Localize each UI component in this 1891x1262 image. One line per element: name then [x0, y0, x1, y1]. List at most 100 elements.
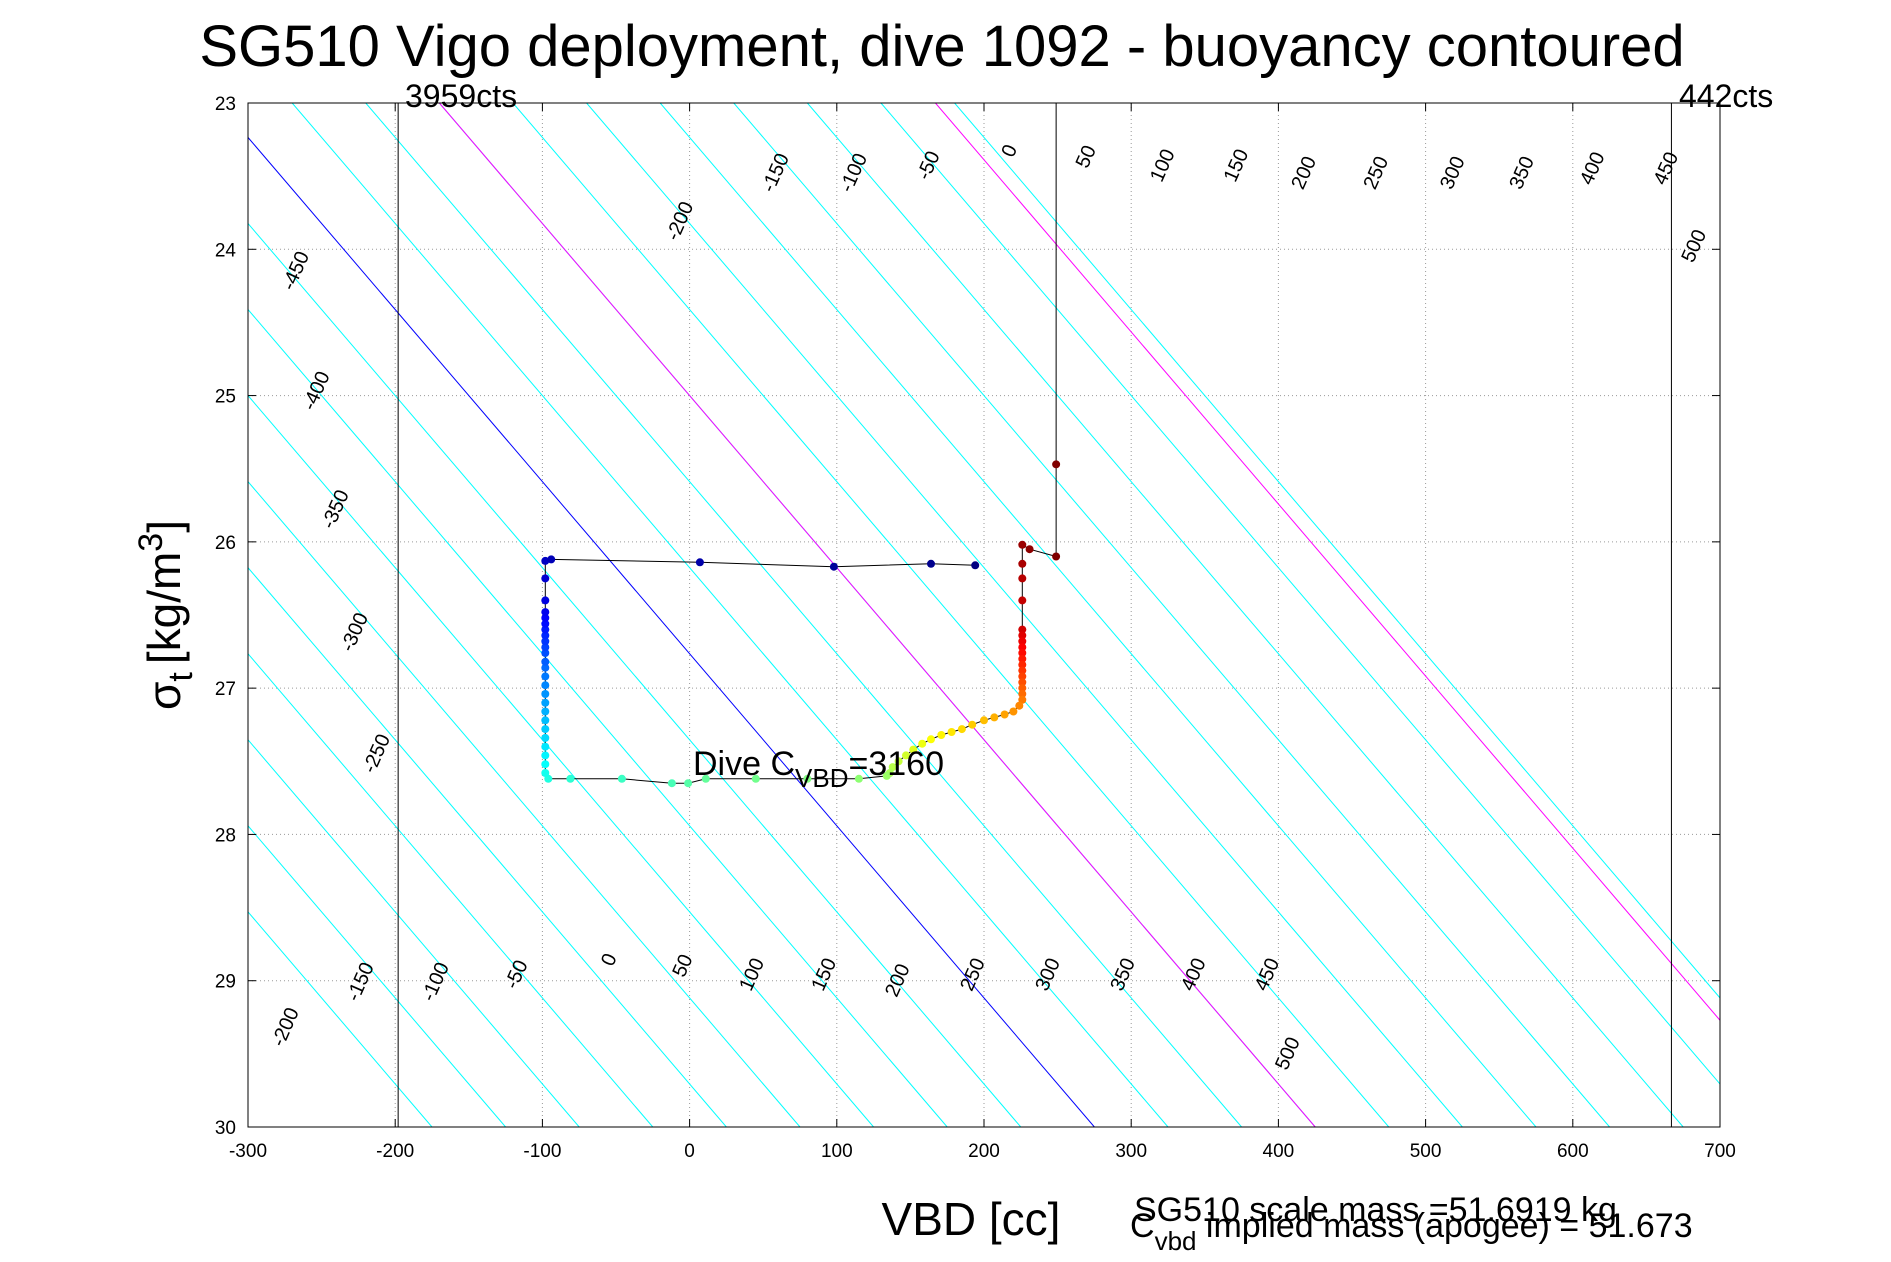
contour-line: [291, 103, 1169, 1127]
dive-point: [909, 745, 918, 754]
dive-point: [541, 574, 550, 583]
contour-line: [806, 103, 1684, 1127]
dive-point: [1018, 559, 1027, 568]
dive-point: [918, 739, 927, 748]
x-tick-label: 300: [1115, 1141, 1147, 1162]
svg-text:σt[kg/m3]: σt [kg/m3]: [132, 520, 200, 710]
dive-point: [1018, 625, 1027, 634]
y-axis-label-sup: 3: [132, 533, 170, 552]
highlight-contour-line: [438, 103, 1316, 1127]
dive-point: [1018, 660, 1027, 669]
dive-point: [617, 774, 626, 783]
dive-point: [957, 725, 966, 734]
dive-point: [894, 757, 903, 766]
dive-point: [541, 649, 550, 657]
contour-line: [880, 103, 1720, 1085]
plot-area: -450-400-350-300-250-200-150 -100 -50 0 50 10…: [247, 102, 1721, 1128]
dive-point: [541, 760, 550, 769]
x-tick-label: 500: [1410, 1141, 1442, 1162]
y-axis-label: σt [kg/m3]: [132, 520, 200, 710]
contour-line: [512, 103, 1390, 1127]
buoyancy-contours: [248, 103, 1720, 1127]
footer-implied-prefix: C: [1130, 1207, 1155, 1245]
dive-point: [1018, 672, 1027, 681]
dive-point: [541, 663, 550, 672]
dive-point: [684, 779, 693, 788]
dive-point: [829, 562, 838, 571]
dive-point: [541, 681, 550, 690]
dive-point: [1018, 690, 1027, 698]
y-tick-label: 26: [215, 533, 236, 554]
x-tick-label: 0: [684, 1141, 695, 1162]
x-tick-labels: -300 -200 -100 0 100 200 300 400 500 600 700: [229, 1141, 1736, 1162]
dive-point: [1052, 552, 1061, 561]
dive-point: [980, 716, 988, 725]
dive-point: [541, 698, 550, 707]
vbd-min-limit-label: 3959cts: [405, 78, 517, 114]
dive-point: [1018, 596, 1027, 605]
dive-point: [902, 751, 910, 760]
dive-point: [1018, 678, 1027, 687]
y-axis-label-main: σ: [138, 682, 190, 710]
y-tick-label: 28: [215, 825, 236, 846]
dive-point: [541, 725, 550, 734]
dive-point: [541, 637, 550, 646]
dive-point: [1018, 637, 1027, 646]
dive-cvbd-prefix: Dive C: [693, 745, 795, 783]
dive-point: [947, 728, 956, 736]
x-tick-label: 700: [1704, 1141, 1736, 1162]
dive-cvbd-annotation: Dive CVBD=3160: [693, 745, 944, 793]
dive-point: [541, 625, 550, 634]
x-axis-label: VBD [cc]: [882, 1193, 1061, 1245]
dive-point: [1000, 710, 1009, 719]
contour-line: [659, 103, 1537, 1127]
contour-line: [248, 911, 433, 1127]
x-tick-label: -200: [376, 1141, 414, 1162]
x-tick-label: -300: [229, 1141, 267, 1162]
footer-implied-mass: Cvbd implied mass (apogee) = 51.673: [1130, 1207, 1693, 1256]
dive-point: [1018, 631, 1027, 640]
dive-cvbd-suffix: =3160: [849, 745, 945, 783]
dive-point: [854, 774, 863, 783]
dive-point: [667, 779, 676, 788]
y-tick-label: 23: [215, 94, 236, 115]
dive-point: [1018, 649, 1027, 657]
dive-point: [541, 716, 550, 725]
footer-scale-mass: SG510 scale mass =51.6919 kg: [1134, 1191, 1617, 1229]
y-tick-label: 29: [215, 972, 236, 993]
dive-point: [937, 731, 946, 739]
dive-point: [1018, 643, 1027, 652]
contour-line: [954, 103, 1720, 999]
dive-point: [541, 690, 550, 698]
contour-line: [248, 652, 654, 1127]
dive-point: [882, 771, 891, 780]
dive-point: [541, 751, 550, 760]
highlight-contour-line: [935, 103, 1720, 1022]
dive-point: [541, 608, 550, 617]
vbd-max-limit-label: 442cts: [1679, 78, 1773, 114]
contour-line: [365, 103, 1242, 1127]
contour-line: [248, 825, 506, 1127]
dive-point: [1015, 701, 1024, 710]
contour-line: [586, 103, 1463, 1127]
contour-line: [248, 394, 874, 1127]
y-tick-label: 27: [215, 679, 236, 700]
footer-implied-sub: vbd: [1155, 1226, 1197, 1256]
dive-point: [541, 769, 550, 777]
dive-point: [1018, 666, 1027, 675]
dive-point: [1018, 695, 1027, 704]
y-tick-labels: 23 24 25 26 27 28 29 30: [215, 94, 237, 1139]
dive-point: [701, 774, 710, 783]
apogee-point: [1052, 460, 1061, 469]
dive-point: [695, 558, 704, 567]
dive-point: [541, 672, 550, 681]
contour-line: [733, 103, 1610, 1127]
y-axis-label-sub: t: [162, 672, 200, 682]
contour-line: [248, 739, 580, 1127]
dive-point: [1018, 654, 1027, 663]
chart-title: SG510 Vigo deployment, dive 1092 - buoya…: [199, 14, 1684, 79]
dive-cvbd-sub: VBD: [795, 763, 848, 793]
dive-point: [541, 613, 550, 622]
contour-line: [248, 566, 727, 1127]
y-axis-label-unit: [kg/m: [138, 552, 190, 664]
